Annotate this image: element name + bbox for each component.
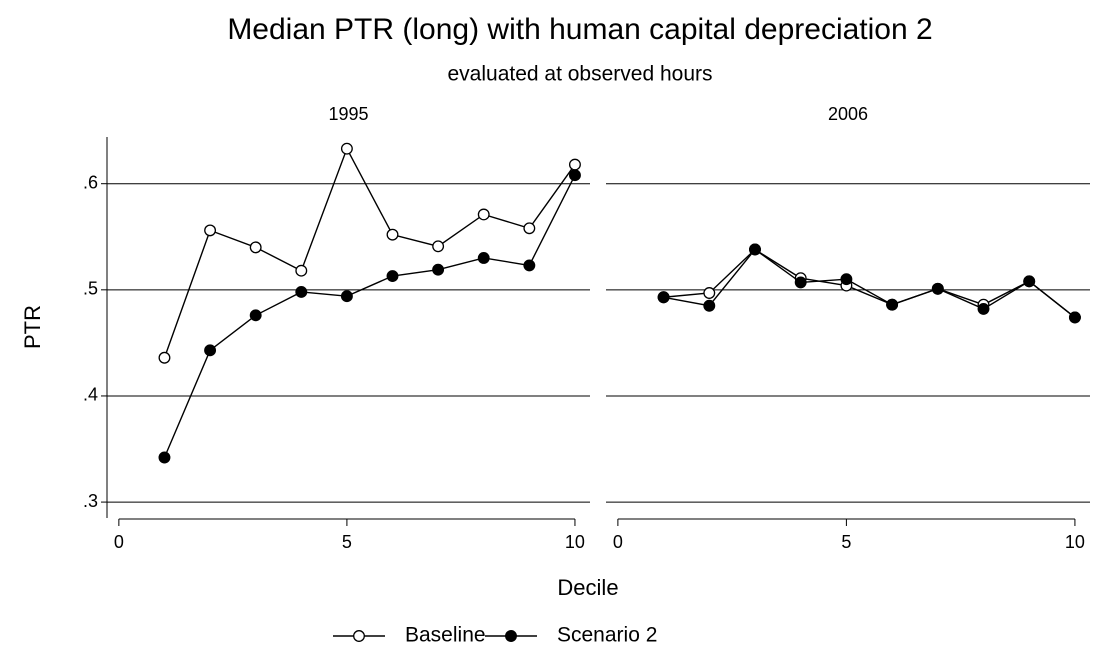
point — [931, 282, 944, 295]
point — [568, 158, 581, 171]
y-tick-label: .3 — [83, 491, 98, 511]
point — [568, 169, 581, 182]
point — [249, 309, 262, 322]
chart-subtitle: evaluated at observed hours — [447, 63, 712, 86]
point — [703, 299, 716, 312]
chart-title: Median PTR (long) with human capital dep… — [227, 13, 932, 46]
legend-label: Scenario 2 — [557, 624, 657, 647]
point — [794, 276, 807, 289]
point — [340, 142, 353, 155]
x-tick-label: 0 — [114, 532, 124, 552]
legend-label: Baseline — [405, 624, 486, 647]
point — [386, 228, 399, 241]
point — [249, 241, 262, 254]
point — [1023, 275, 1036, 288]
legend-marker — [353, 630, 365, 642]
y-axis-label: PTR — [20, 305, 45, 349]
point — [523, 222, 536, 235]
y-tick-label: .4 — [83, 385, 98, 405]
point — [158, 451, 171, 464]
series-line — [163, 174, 576, 458]
x-tick-label: 0 — [613, 532, 623, 552]
series-line — [663, 248, 1076, 318]
point — [477, 252, 490, 264]
series-line — [663, 248, 1076, 318]
point — [340, 290, 353, 303]
point — [295, 264, 308, 277]
point — [477, 208, 490, 221]
point — [158, 351, 171, 364]
point — [1068, 311, 1081, 324]
x-tick-label: 5 — [841, 532, 851, 552]
point — [432, 263, 445, 276]
legend-marker — [505, 630, 517, 642]
x-tick-label: 10 — [1065, 532, 1085, 552]
y-tick-label: .5 — [83, 279, 98, 299]
x-axis-label: Decile — [557, 575, 618, 600]
point — [204, 224, 217, 237]
point — [977, 302, 990, 315]
point — [886, 298, 899, 311]
x-tick-label: 10 — [565, 532, 585, 552]
point — [840, 273, 853, 286]
panel-title: 1995 — [328, 104, 368, 124]
series-line — [163, 146, 576, 358]
point — [749, 243, 761, 256]
point — [432, 240, 445, 253]
y-tick-label: .6 — [83, 172, 98, 192]
x-tick-label: 5 — [342, 532, 352, 552]
panel-title: 2006 — [828, 104, 868, 124]
point — [295, 285, 308, 298]
point — [204, 344, 217, 357]
point — [523, 259, 536, 272]
point — [386, 270, 399, 282]
point — [657, 291, 670, 304]
point — [703, 287, 716, 299]
